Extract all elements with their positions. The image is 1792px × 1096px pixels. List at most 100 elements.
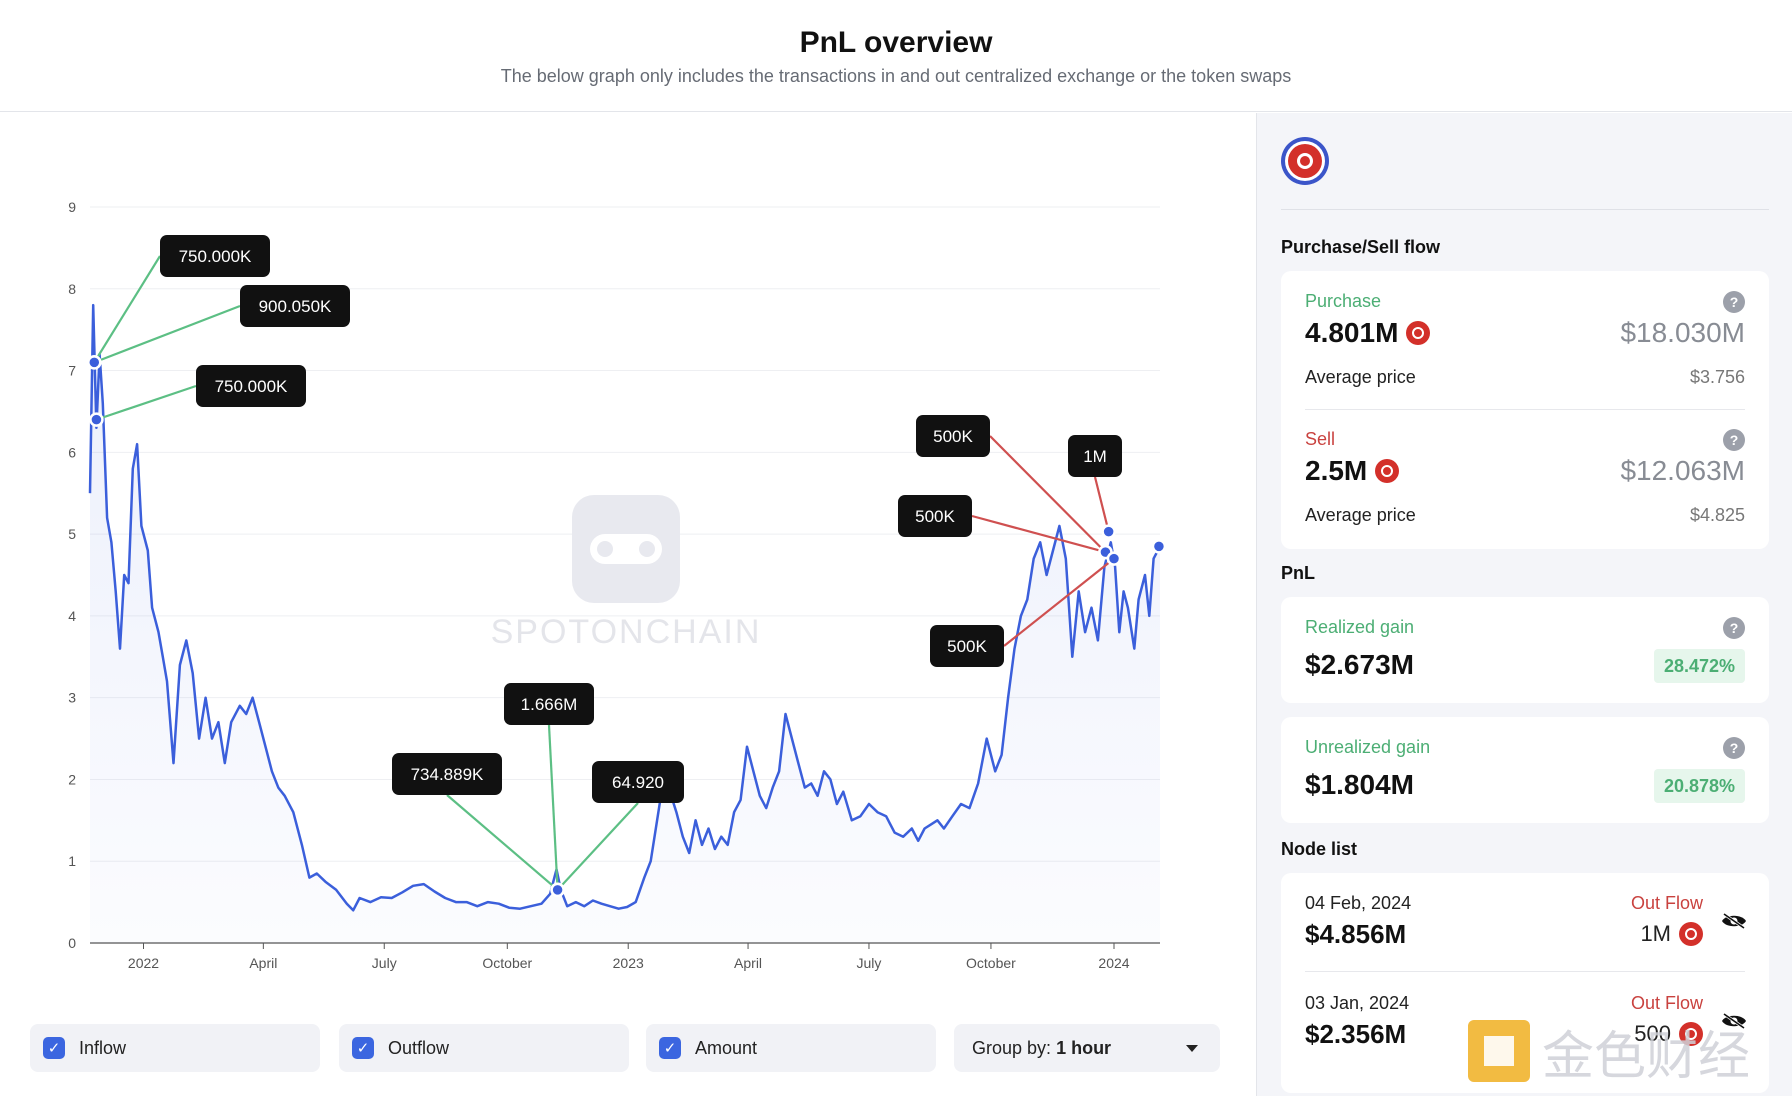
spotonchain-watermark: SPOTONCHAIN	[491, 495, 762, 651]
transaction-point[interactable]	[1106, 551, 1122, 566]
sidebar: Purchase/Sell flow Purchase ? 4.801M $18…	[1256, 113, 1792, 1096]
annotation-box	[392, 753, 502, 795]
annotation-label[interactable]: 1M	[1068, 435, 1122, 477]
help-icon[interactable]: ?	[1723, 617, 1745, 639]
annotation-connector	[96, 384, 197, 421]
annotation-connector	[446, 794, 559, 891]
y-tick-label: 3	[68, 690, 76, 706]
annotation-label[interactable]: 64.920	[592, 761, 684, 803]
annotation-box	[160, 235, 270, 277]
svg-text:SPOTONCHAIN: SPOTONCHAIN	[491, 613, 762, 651]
token-icon	[1406, 321, 1431, 345]
divider	[1281, 209, 1769, 210]
annotation-box	[196, 365, 306, 407]
divider	[1305, 409, 1745, 410]
inflow-toggle[interactable]: ✓ Inflow	[30, 1024, 320, 1072]
eye-off-icon[interactable]	[1721, 913, 1747, 929]
annotation-box	[592, 761, 684, 803]
y-tick-label: 0	[68, 935, 76, 951]
token-icon	[1375, 459, 1400, 483]
annotation-box	[1068, 435, 1122, 477]
sell-label: Sell	[1305, 429, 1336, 449]
annotation-text: 750.000K	[179, 247, 252, 266]
annotation-label[interactable]: 900.050K	[240, 285, 350, 327]
amount-checkbox[interactable]: ✓	[659, 1037, 681, 1059]
unrealized-value: $1.804M	[1305, 769, 1414, 800]
transaction-point[interactable]	[550, 882, 565, 898]
annotation-label[interactable]: 1.666M	[504, 683, 594, 725]
realized-value: $2.673M	[1305, 649, 1414, 680]
annotation-label[interactable]: 750.000K	[160, 235, 270, 277]
annotation-label[interactable]: 500K	[898, 495, 972, 537]
series-line	[88, 303, 1162, 912]
group-by-select[interactable]: Group by: 1 hour	[954, 1024, 1220, 1072]
transaction-point[interactable]	[1101, 524, 1116, 539]
x-tick-label: July	[857, 955, 882, 971]
annotation-text: 500K	[947, 637, 987, 656]
node-value: $2.356M	[1305, 1019, 1407, 1049]
page-subtitle: The below graph only includes the transa…	[500, 66, 1292, 86]
chart-area: 0 1 2 3 4 5 6 7 8 9 SPOTONCHAIN 2022 April July Octo…	[0, 113, 1256, 1096]
jinse-watermark: 金色财经	[1468, 1020, 1750, 1087]
token-icon	[1679, 922, 1703, 946]
group-by-label: Group by: 1 hour	[972, 1037, 1112, 1058]
annotation-connector	[1093, 476, 1110, 532]
annotation-text: 1M	[1083, 447, 1107, 466]
purchase-usd: $18.030M	[1620, 317, 1745, 348]
annotation-box	[916, 415, 990, 457]
unrealized-gain-card: Unrealized gain ? $1.804M 20.878%	[1281, 717, 1769, 823]
token-icon	[1679, 1022, 1703, 1046]
transaction-point[interactable]	[89, 412, 104, 427]
outflow-checkbox[interactable]: ✓	[352, 1037, 374, 1059]
node-token-amount: 500	[1634, 1021, 1703, 1047]
annotation-connector	[547, 724, 559, 890]
purchase-sell-card: Purchase ? 4.801M $18.030M Average price…	[1281, 271, 1769, 549]
chevron-down-icon	[1186, 1044, 1198, 1052]
sell-avg-label: Average price	[1305, 505, 1416, 525]
y-tick-label: 9	[68, 199, 76, 215]
inflow-label: Inflow	[79, 1037, 127, 1058]
eye-off-icon[interactable]	[1721, 1013, 1747, 1029]
transaction-point[interactable]	[1151, 539, 1167, 554]
annotation-connector	[93, 255, 161, 363]
help-icon[interactable]: ?	[1723, 291, 1745, 313]
realized-gain-card: Realized gain ? $2.673M 28.472%	[1281, 597, 1769, 703]
annotation-box	[898, 495, 972, 537]
annotation-label[interactable]: 750.000K	[196, 365, 306, 407]
x-tick-label: July	[372, 955, 397, 971]
purchase-sell-title: Purchase/Sell flow	[1281, 237, 1441, 257]
x-tick-label: October	[966, 955, 1016, 971]
annotation-label[interactable]: 500K	[916, 415, 990, 457]
node-flow: Out Flow	[1630, 893, 1703, 913]
svg-text:金色财经: 金色财经	[1542, 1027, 1750, 1087]
x-tick-label: 2024	[1098, 955, 1129, 971]
y-tick-label: 5	[68, 526, 76, 542]
y-tick-label: 2	[68, 771, 76, 787]
purchase-avg-value: $3.756	[1689, 367, 1745, 387]
annotation-connector	[989, 435, 1107, 553]
help-icon[interactable]: ?	[1723, 737, 1745, 759]
annotation-label[interactable]: 734.889K	[392, 753, 502, 795]
node-date: 03 Jan, 2024	[1305, 993, 1410, 1013]
purchase-amount: 4.801M	[1305, 317, 1431, 349]
annotation-connector	[971, 514, 1106, 554]
annotation-connector	[93, 304, 241, 364]
unrealized-pct-badge: 20.878%	[1653, 769, 1745, 803]
y-tick-label: 4	[68, 608, 76, 624]
inflow-checkbox[interactable]: ✓	[43, 1037, 65, 1059]
x-tick-label: October	[482, 955, 532, 971]
help-icon[interactable]: ?	[1723, 429, 1745, 451]
amount-toggle[interactable]: ✓ Amount	[646, 1024, 936, 1072]
annotation-connector	[556, 802, 639, 891]
x-tick-label: April	[734, 955, 762, 971]
transaction-point[interactable]	[87, 355, 102, 370]
x-tick-label: April	[249, 955, 277, 971]
sell-avg-value: $4.825	[1689, 505, 1745, 525]
unrealized-label: Unrealized gain	[1305, 737, 1431, 757]
chart-controls: ✓ Inflow ✓ Outflow ✓ Amount Group by: 1 …	[30, 1024, 1220, 1072]
sell-amount: 2.5M	[1305, 455, 1400, 487]
x-tick-label: 2023	[613, 955, 644, 971]
annotation-label[interactable]: 500K	[930, 625, 1004, 667]
outflow-toggle[interactable]: ✓ Outflow	[339, 1024, 629, 1072]
series-area	[90, 305, 1160, 944]
